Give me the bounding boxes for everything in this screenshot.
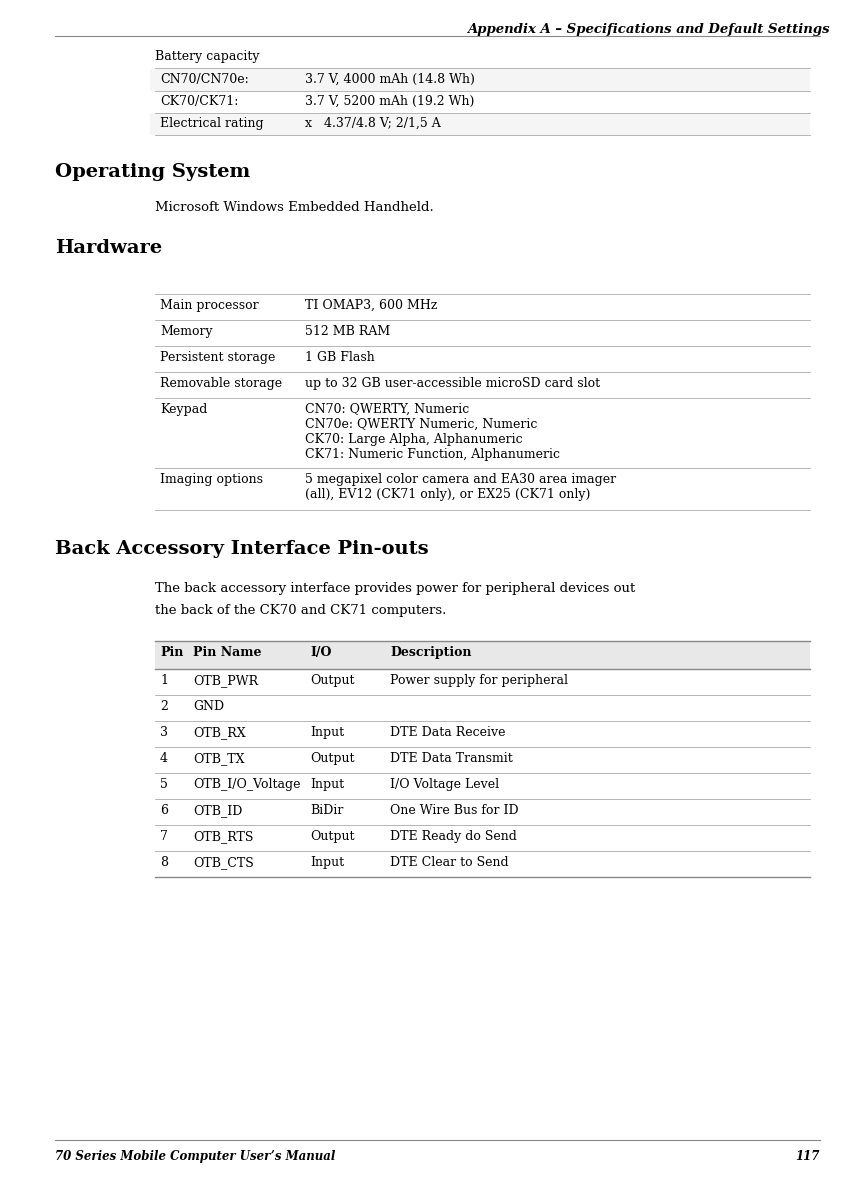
Text: 5 megapixel color camera and EA30 area imager
(all), EV12 (CK71 only), or EX25 (: 5 megapixel color camera and EA30 area i…	[305, 474, 616, 501]
Text: I/O Voltage Level: I/O Voltage Level	[390, 777, 500, 790]
Text: 3.7 V, 4000 mAh (14.8 Wh): 3.7 V, 4000 mAh (14.8 Wh)	[305, 73, 475, 86]
Text: 8: 8	[160, 856, 168, 869]
Bar	[155, 641, 810, 669]
Text: x   4.37/4.8 V; 2/1,5 A: x 4.37/4.8 V; 2/1,5 A	[305, 117, 441, 130]
Text: 70 Series Mobile Computer User’s Manual: 70 Series Mobile Computer User’s Manual	[55, 1150, 335, 1163]
Text: Output: Output	[310, 752, 355, 765]
Text: Input: Input	[310, 726, 344, 739]
Text: the back of the CK70 and CK71 computers.: the back of the CK70 and CK71 computers.	[155, 604, 447, 617]
Text: Back Accessory Interface Pin-outs: Back Accessory Interface Pin-outs	[55, 540, 429, 558]
Text: Battery capacity: Battery capacity	[155, 49, 260, 62]
Text: 117: 117	[796, 1150, 820, 1163]
Text: OTB_PWR: OTB_PWR	[193, 674, 258, 687]
Text: DTE Data Transmit: DTE Data Transmit	[390, 752, 513, 765]
Text: Microsoft Windows Embedded Handheld.: Microsoft Windows Embedded Handheld.	[155, 201, 434, 214]
Text: GND: GND	[193, 700, 224, 713]
Text: I/O: I/O	[310, 646, 331, 659]
Text: Electrical rating: Electrical rating	[160, 117, 264, 130]
Text: Input: Input	[310, 856, 344, 869]
Text: Description: Description	[390, 646, 471, 659]
Text: Removable storage: Removable storage	[160, 377, 283, 390]
Text: BiDir: BiDir	[310, 805, 343, 818]
Text: OTB_I/O_Voltage: OTB_I/O_Voltage	[193, 777, 300, 790]
Text: Persistent storage: Persistent storage	[160, 351, 276, 364]
Text: Memory: Memory	[160, 325, 213, 338]
Text: 2: 2	[160, 700, 168, 713]
Text: DTE Data Receive: DTE Data Receive	[390, 726, 505, 739]
Text: OTB_ID: OTB_ID	[193, 805, 243, 818]
Text: Pin Name: Pin Name	[193, 646, 261, 659]
Text: Input: Input	[310, 777, 344, 790]
Text: Keypad: Keypad	[160, 403, 208, 416]
Text: DTE Ready do Send: DTE Ready do Send	[390, 830, 517, 843]
Text: OTB_RTS: OTB_RTS	[193, 830, 254, 843]
Text: CN70/CN70e:: CN70/CN70e:	[160, 73, 248, 86]
Text: Pin: Pin	[160, 646, 183, 659]
Text: Operating System: Operating System	[55, 163, 250, 181]
Text: CK70/CK71:: CK70/CK71:	[160, 95, 238, 108]
Text: 6: 6	[160, 805, 168, 818]
Text: OTB_RX: OTB_RX	[193, 726, 246, 739]
Text: CN70: QWERTY, Numeric
CN70e: QWERTY Numeric, Numeric
CK70: Large Alpha, Alphanum: CN70: QWERTY, Numeric CN70e: QWERTY Nume…	[305, 403, 560, 461]
Text: 1: 1	[160, 674, 168, 687]
Text: 512 MB RAM: 512 MB RAM	[305, 325, 391, 338]
Text: 4: 4	[160, 752, 168, 765]
Text: Hardware: Hardware	[55, 239, 163, 257]
Text: 3.7 V, 5200 mAh (19.2 Wh): 3.7 V, 5200 mAh (19.2 Wh)	[305, 95, 474, 108]
Text: OTB_CTS: OTB_CTS	[193, 856, 254, 869]
Text: 7: 7	[160, 830, 168, 843]
Text: up to 32 GB user-accessible microSD card slot: up to 32 GB user-accessible microSD card…	[305, 377, 600, 390]
Text: One Wire Bus for ID: One Wire Bus for ID	[390, 805, 518, 818]
Bar	[150, 113, 810, 135]
Text: Main processor: Main processor	[160, 299, 259, 312]
Text: Power supply for peripheral: Power supply for peripheral	[390, 674, 568, 687]
Text: 3: 3	[160, 726, 168, 739]
Text: 1 GB Flash: 1 GB Flash	[305, 351, 374, 364]
Text: Output: Output	[310, 674, 355, 687]
Text: 5: 5	[160, 777, 168, 790]
Text: Appendix A – Specifications and Default Settings: Appendix A – Specifications and Default …	[467, 24, 830, 37]
Text: OTB_TX: OTB_TX	[193, 752, 244, 765]
Text: The back accessory interface provides power for peripheral devices out: The back accessory interface provides po…	[155, 582, 635, 595]
Text: DTE Clear to Send: DTE Clear to Send	[390, 856, 509, 869]
Bar	[150, 70, 810, 91]
Text: Output: Output	[310, 830, 355, 843]
Text: Imaging options: Imaging options	[160, 474, 263, 487]
Text: TI OMAP3, 600 MHz: TI OMAP3, 600 MHz	[305, 299, 437, 312]
